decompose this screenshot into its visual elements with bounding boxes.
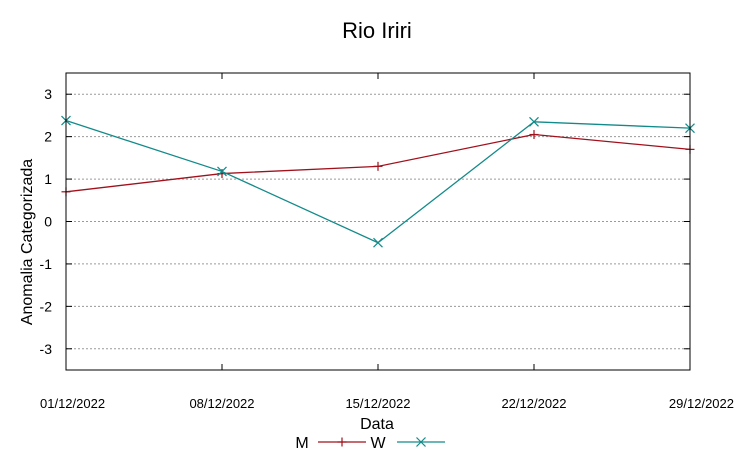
y-tick-label: 2 [44, 129, 52, 145]
x-tick-label: 22/12/2022 [501, 396, 566, 411]
x-tick-label: 01/12/2022 [40, 396, 105, 411]
y-tick-label: -1 [40, 256, 53, 272]
series-point-m [373, 161, 383, 171]
y-tick-label: -2 [40, 298, 53, 314]
y-axis-label: Anomalia Categorizada [19, 159, 36, 325]
y-tick-label: 1 [44, 171, 52, 187]
series-point-w [373, 237, 383, 248]
series-point-m [529, 130, 539, 140]
series-point-m [217, 169, 227, 179]
x-tick-label: 08/12/2022 [189, 396, 254, 411]
legend-swatch-marker [416, 437, 426, 447]
legend-item-m: M [295, 435, 366, 452]
grid [66, 93, 690, 350]
y-axis-ticks: 3 2 1 0 -1 -2 -3 [40, 86, 690, 357]
series-point-w [217, 166, 227, 177]
series-point-w [529, 116, 539, 127]
legend-item-w: W [370, 435, 445, 452]
legend-label: M [295, 435, 308, 452]
y-tick-label: 3 [44, 86, 52, 102]
series-group [61, 115, 695, 248]
plot-frame [65, 72, 691, 371]
x-tick-label: 29/12/2022 [669, 396, 734, 411]
y-tick-label: 0 [44, 214, 52, 230]
series-line-w [65, 119, 691, 244]
legend-swatch-marker [337, 437, 347, 447]
y-tick-label: -3 [40, 341, 53, 357]
chart-title: Rio Iriri [342, 18, 412, 43]
x-tick-label: 15/12/2022 [345, 396, 410, 411]
x-axis-label: Data [360, 416, 394, 433]
x-axis-ticks: 01/12/2022 08/12/2022 15/12/2022 22/12/2022… [40, 73, 734, 411]
legend-label: W [370, 435, 386, 452]
